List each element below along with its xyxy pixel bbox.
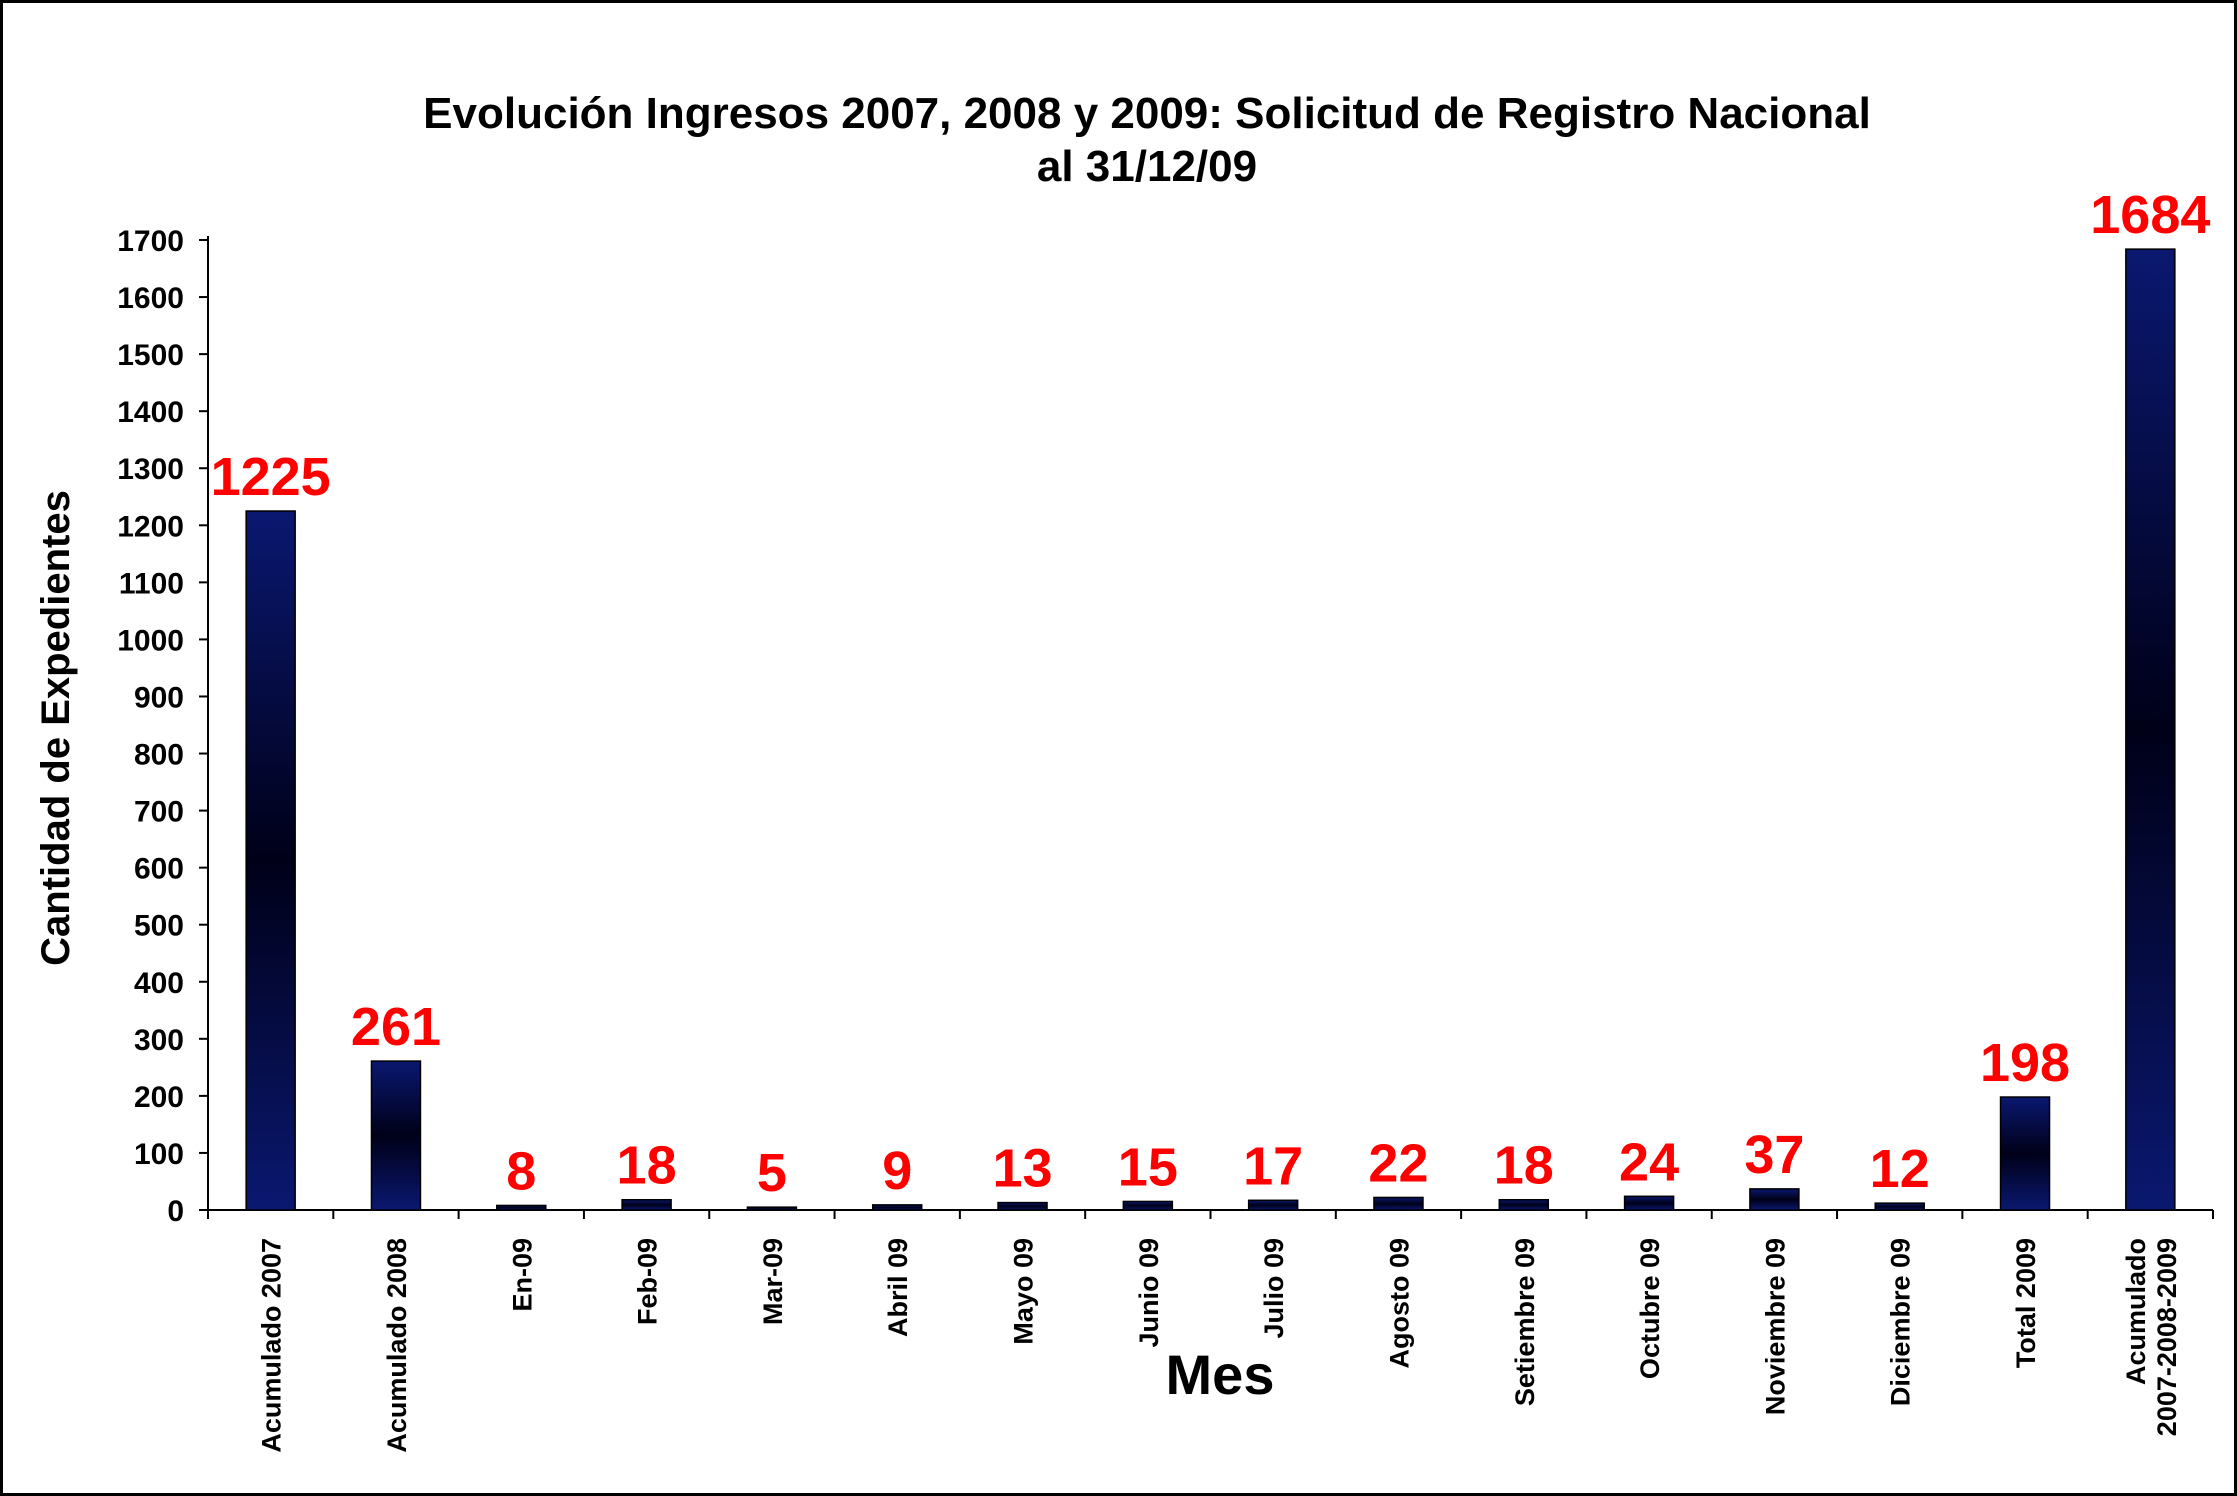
x-tick-label: Acumulado 2008	[382, 1238, 412, 1453]
x-tick-label: Feb-09	[633, 1238, 663, 1325]
bar	[621, 1198, 672, 1211]
y-tick-label: 100	[134, 1138, 184, 1171]
bar	[871, 1204, 923, 1211]
bar	[1122, 1200, 1174, 1211]
data-label: 13	[992, 1139, 1052, 1199]
y-tick-label: 800	[134, 739, 184, 772]
x-tick-label: Julio 09	[1259, 1238, 1289, 1339]
y-tick-label: 0	[167, 1195, 184, 1228]
x-tick-label-line: En-09	[507, 1238, 537, 1312]
y-tick-label: 1200	[117, 510, 184, 543]
x-tick-label-line: Diciembre 09	[1886, 1238, 1916, 1406]
data-label: 12	[1870, 1139, 1930, 1199]
x-tick-label-line: Noviembre 09	[1760, 1238, 1790, 1415]
x-tick-label-line: Total 2009	[2011, 1238, 2041, 1368]
x-tick-label: Acumulado 2007-2008-2009	[2121, 1238, 2182, 1436]
y-tick-label: 1500	[117, 339, 184, 372]
data-label: 15	[1118, 1137, 1178, 1197]
bar	[1247, 1199, 1299, 1211]
bar	[1623, 1195, 1675, 1211]
data-label: 22	[1368, 1133, 1428, 1193]
chart-title: Evolución Ingresos 2007, 2008 y 2009: So…	[423, 89, 1871, 191]
bar	[1874, 1202, 1925, 1211]
y-tick-label: 900	[134, 681, 184, 714]
y-tick-label: 1700	[117, 225, 184, 258]
x-tick-label: Junio 09	[1134, 1238, 1164, 1348]
x-tick-label: Mar-09	[758, 1238, 788, 1325]
y-axis-label: Cantidad de Expedientes	[34, 490, 78, 966]
x-tick-label: Acumulado 2007	[257, 1238, 287, 1453]
data-label: 5	[757, 1143, 787, 1203]
data-label: 9	[882, 1141, 912, 1201]
x-tick-label: En-09	[507, 1238, 537, 1312]
y-tick-label: 400	[134, 967, 184, 1000]
y-tick-label: 1300	[117, 453, 184, 486]
x-tick-label: Agosto 09	[1384, 1238, 1414, 1369]
y-tick-label: 1400	[117, 396, 184, 429]
data-label: 261	[351, 997, 441, 1057]
x-tick-label: Setiembre 09	[1510, 1238, 1540, 1406]
bar	[1999, 1096, 2051, 1211]
x-tick-label: Diciembre 09	[1886, 1238, 1916, 1406]
bar	[1498, 1198, 1550, 1211]
y-tick-label: 1100	[119, 567, 184, 600]
x-tick-label: Abril 09	[883, 1238, 913, 1337]
bar	[2125, 248, 2176, 1211]
x-tick-label: Mayo 09	[1009, 1238, 1039, 1345]
data-label: 24	[1619, 1132, 1679, 1192]
x-tick-label-line: Mar-09	[758, 1238, 788, 1325]
x-tick-label-line: 2007-2008-2009	[2152, 1238, 2182, 1436]
y-tick-label: 700	[134, 796, 184, 829]
x-tick-label: Octubre 09	[1635, 1238, 1665, 1379]
x-tick-label-line: Abril 09	[883, 1238, 913, 1337]
bar	[245, 510, 296, 1211]
x-tick-label-line: Agosto 09	[1384, 1238, 1414, 1369]
x-tick-label-line: Acumulado 2007	[257, 1238, 287, 1453]
bar	[1749, 1188, 1800, 1211]
data-label: 17	[1243, 1136, 1303, 1196]
bar	[1373, 1196, 1424, 1211]
x-axis-label: Mes	[1166, 1343, 1275, 1406]
data-label: 198	[1980, 1033, 2070, 1093]
data-label: 37	[1744, 1125, 1804, 1185]
bar	[370, 1060, 422, 1211]
x-tick-label: Noviembre 09	[1760, 1238, 1790, 1415]
data-label: 8	[506, 1141, 536, 1201]
x-tick-label-line: Setiembre 09	[1510, 1238, 1540, 1406]
y-tick-label: 600	[134, 853, 184, 886]
bar	[997, 1201, 1048, 1211]
x-tick-label: Total 2009	[2011, 1238, 2041, 1368]
y-tick-label: 1600	[117, 282, 184, 315]
x-tick-label-line: Mayo 09	[1009, 1238, 1039, 1345]
y-tick-label: 1000	[117, 624, 184, 657]
y-tick-label: 200	[134, 1081, 184, 1114]
data-label: 18	[1494, 1136, 1554, 1196]
chart-title-line-1: Evolución Ingresos 2007, 2008 y 2009: So…	[423, 89, 1871, 138]
x-tick-label-line: Acumulado 2008	[382, 1238, 412, 1453]
x-tick-label-line: Octubre 09	[1635, 1238, 1665, 1379]
x-tick-label-line: Junio 09	[1134, 1238, 1164, 1348]
y-tick-label: 300	[134, 1024, 184, 1057]
bar-chart: Evolución Ingresos 2007, 2008 y 2009: So…	[34, 89, 2214, 1453]
x-tick-label-line: Acumulado	[2121, 1238, 2151, 1385]
x-tick-label-line: Julio 09	[1259, 1238, 1289, 1339]
bar	[496, 1204, 547, 1211]
data-label: 1684	[2090, 185, 2210, 245]
data-label: 18	[617, 1136, 677, 1196]
y-tick-label: 500	[134, 910, 184, 943]
chart-title-line-2: al 31/12/09	[1037, 142, 1257, 191]
x-tick-label-line: Feb-09	[633, 1238, 663, 1325]
bar	[746, 1206, 798, 1211]
data-label: 1225	[211, 447, 331, 507]
